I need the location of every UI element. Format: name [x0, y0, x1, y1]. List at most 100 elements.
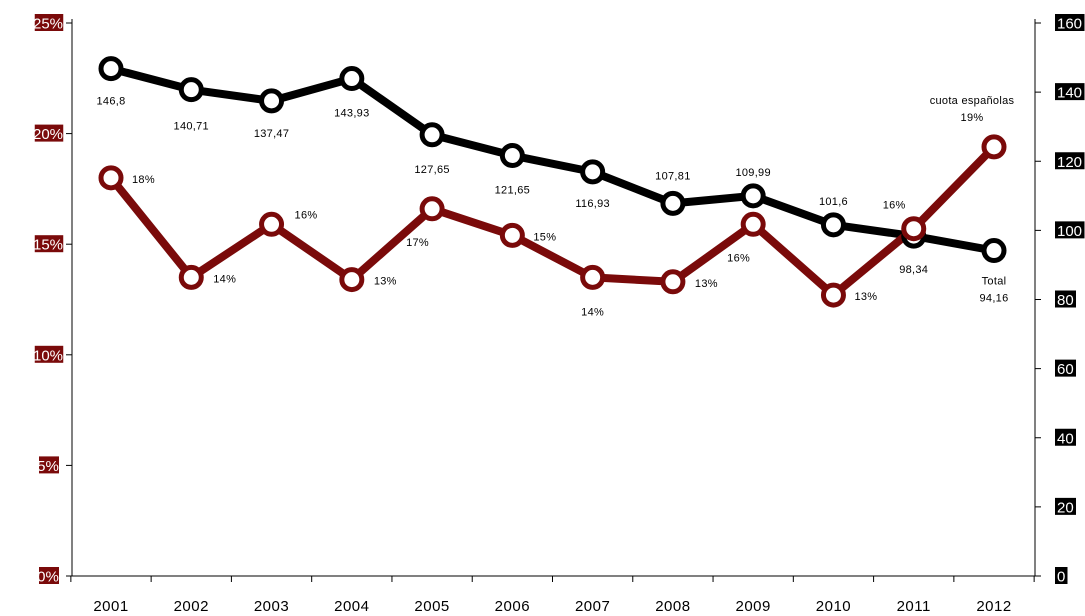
cuota-annotation: cuota españolas: [930, 95, 1015, 107]
right-tick-label-bg: [1055, 567, 1068, 584]
right-tick-label: 100: [1057, 223, 1082, 240]
total-annotation: Total: [982, 276, 1007, 288]
data-label: 109,99: [735, 167, 770, 179]
right-tick-label-bg: [1055, 14, 1085, 31]
data-label: 18%: [132, 174, 155, 186]
data-point: [98, 56, 124, 82]
left-tick-label: 15%: [33, 237, 63, 254]
x-tick-label: 2009: [735, 598, 770, 615]
left-axis-ticks: 0% 5% 10% 15% 20% 25%: [33, 14, 72, 586]
right-tick-label: 120: [1057, 154, 1082, 171]
right-tick-label-bg: [1055, 83, 1085, 101]
data-label: 16%: [295, 209, 318, 221]
left-tick-label-bg: [34, 235, 64, 253]
right-tick-label-bg: [1055, 359, 1076, 377]
data-point: [660, 190, 686, 216]
left-tick-label: 25%: [33, 16, 63, 33]
data-point: [339, 66, 365, 92]
x-axis-ticks: 2001 2002 2003 2004 2005 2006 2007 2008 2009 2010…: [70, 576, 1035, 615]
left-tick-label-bg: [39, 567, 59, 584]
data-point: [178, 77, 204, 103]
data-point: [499, 143, 525, 169]
data-label: 13%: [374, 276, 397, 288]
right-tick-label: 60: [1057, 361, 1074, 378]
series-lines: [107, 64, 998, 300]
data-label: 116,93: [575, 198, 610, 210]
data-label: 146,8: [96, 96, 125, 108]
x-tick-label: 2012: [976, 598, 1011, 615]
data-label: 19%: [961, 112, 984, 124]
right-tick-label-bg: [1055, 221, 1085, 239]
data-label: 137,47: [254, 128, 289, 140]
x-tick-label: 2002: [174, 598, 209, 615]
data-label: 16%: [727, 252, 750, 264]
right-tick-label: 0: [1057, 569, 1065, 586]
data-point: [820, 282, 846, 308]
data-point: [259, 211, 285, 237]
data-point: [981, 238, 1007, 264]
series-points: [98, 56, 1007, 308]
x-tick-label: 2006: [495, 598, 530, 615]
data-point: [419, 196, 445, 222]
x-tick-label: 2003: [254, 598, 289, 615]
annotations: cuota españolas 19% Total 94,16: [930, 95, 1015, 305]
data-label: 14%: [581, 306, 604, 318]
data-point: [740, 183, 766, 209]
right-tick-label-bg: [1055, 290, 1076, 308]
data-point: [580, 264, 606, 290]
data-label: 15%: [533, 231, 556, 243]
left-tick-label: 5%: [37, 458, 59, 475]
x-tick-label: 2005: [414, 598, 449, 615]
right-tick-label: 40: [1057, 430, 1074, 447]
data-point: [740, 211, 766, 237]
data-label: 127,65: [414, 164, 449, 176]
left-tick-label-bg: [34, 345, 64, 363]
data-point: [178, 264, 204, 290]
left-tick-label: 20%: [33, 126, 63, 143]
right-tick-label: 140: [1057, 85, 1082, 102]
data-point: [499, 222, 525, 248]
data-point: [580, 159, 606, 185]
x-tick-label: 2010: [816, 598, 851, 615]
data-label: 14%: [213, 273, 236, 285]
data-point: [339, 267, 365, 293]
x-tick-label: 2001: [93, 598, 128, 615]
data-label: 16%: [883, 200, 906, 212]
right-axis-ticks: 0 20 40 60 80 100 120 140 160: [1035, 14, 1085, 586]
data-point: [820, 212, 846, 238]
data-point: [98, 165, 124, 191]
data-point: [259, 88, 285, 114]
x-tick-label: 2008: [655, 598, 690, 615]
series-line-left: [107, 142, 998, 300]
data-label: 140,71: [174, 121, 209, 133]
left-tick-label-bg: [34, 124, 64, 142]
right-tick-label: 160: [1057, 16, 1082, 33]
left-tick-label: 10%: [33, 347, 63, 364]
left-tick-label-bg: [39, 456, 59, 474]
data-point: [981, 134, 1007, 160]
data-labels: 146,8 140,71 137,47 143,93 127,65 121,65 116,9…: [96, 96, 928, 319]
data-label: 17%: [406, 237, 429, 249]
right-tick-label-bg: [1055, 497, 1076, 515]
left-tick-label-bg: [34, 14, 64, 31]
data-label: 121,65: [495, 185, 530, 197]
data-point: [419, 122, 445, 148]
data-label: 13%: [854, 291, 877, 303]
data-label: 98,34: [899, 264, 928, 276]
data-label: 101,6: [819, 196, 848, 208]
series-line-right: [107, 64, 998, 255]
right-tick-label-bg: [1055, 152, 1085, 170]
data-label: 143,93: [334, 108, 369, 120]
x-tick-label: 2007: [575, 598, 610, 615]
right-tick-label: 20: [1057, 499, 1074, 516]
right-tick-label: 80: [1057, 292, 1074, 309]
axes: [71, 19, 1036, 577]
data-label: 94,16: [979, 293, 1008, 305]
x-tick-label: 2011: [897, 598, 931, 615]
data-point: [901, 216, 927, 242]
data-point: [660, 269, 686, 295]
left-tick-label: 0%: [37, 569, 59, 586]
data-label: 13%: [695, 278, 718, 290]
x-tick-label: 2004: [334, 598, 369, 615]
